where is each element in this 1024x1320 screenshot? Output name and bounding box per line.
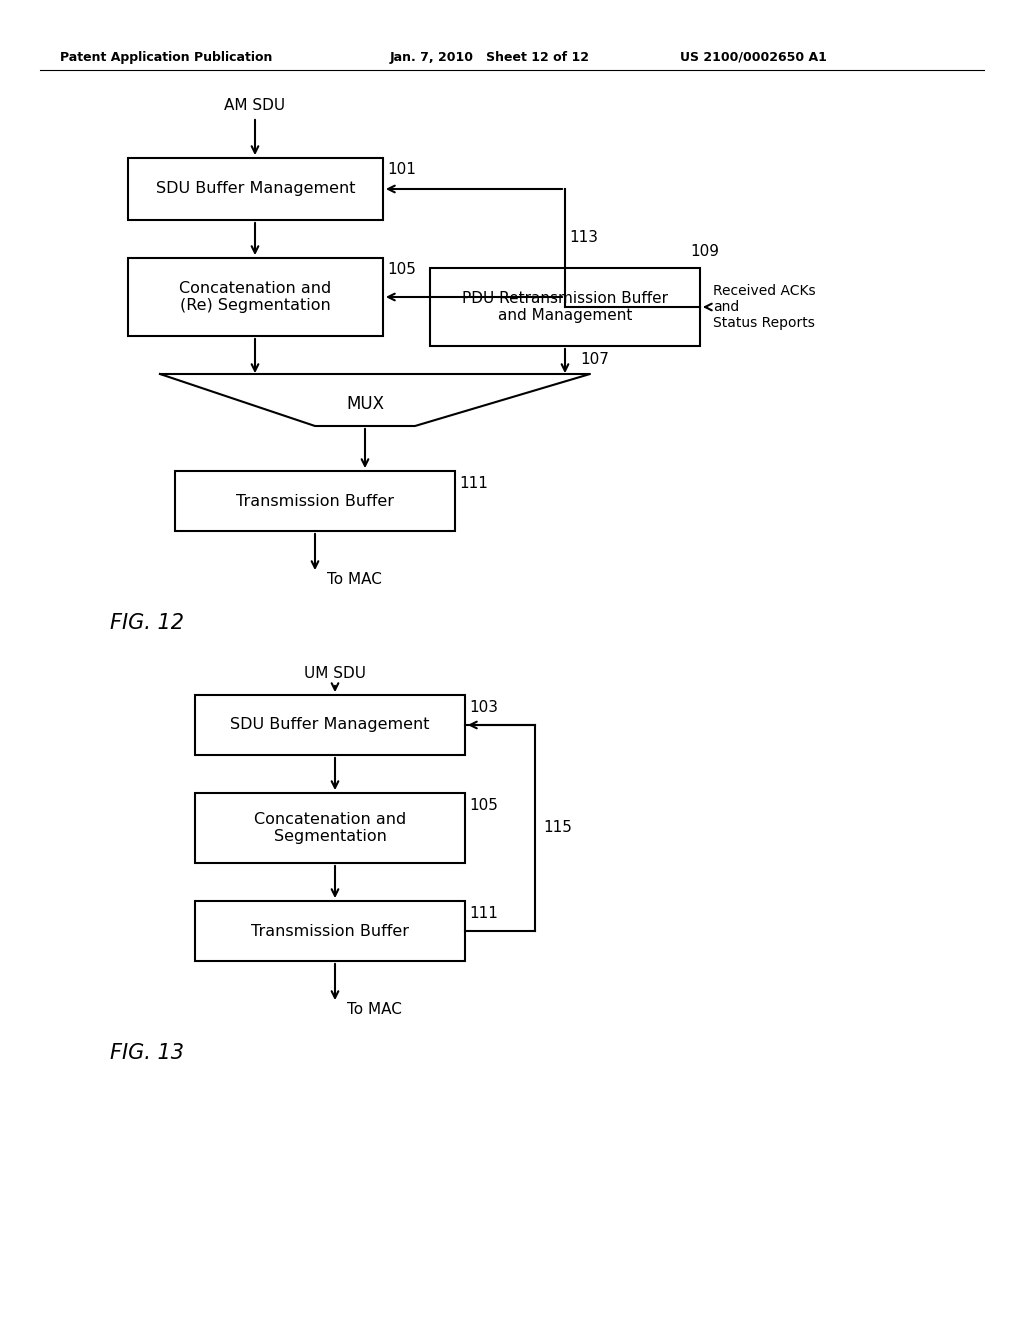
Text: PDU Retransmission Buffer
and Management: PDU Retransmission Buffer and Management	[462, 290, 668, 323]
Bar	[195, 793, 465, 863]
Text: UM SDU: UM SDU	[304, 665, 366, 681]
Text: Transmission Buffer: Transmission Buffer	[236, 494, 394, 508]
Text: 105: 105	[469, 797, 498, 813]
Text: 111: 111	[469, 906, 498, 920]
Text: 101: 101	[387, 162, 416, 177]
Text: Patent Application Publication: Patent Application Publication	[60, 50, 272, 63]
Text: 113: 113	[569, 231, 598, 246]
Text: Concatenation and
(Re) Segmentation: Concatenation and (Re) Segmentation	[179, 281, 332, 313]
Text: AM SDU: AM SDU	[224, 98, 286, 112]
Text: MUX: MUX	[346, 395, 384, 413]
Text: Concatenation and
Segmentation: Concatenation and Segmentation	[254, 812, 407, 845]
Bar	[175, 471, 455, 531]
Text: SDU Buffer Management: SDU Buffer Management	[156, 181, 355, 197]
Text: 109: 109	[690, 244, 719, 260]
Text: 115: 115	[543, 821, 571, 836]
Text: SDU Buffer Management: SDU Buffer Management	[230, 718, 430, 733]
Text: 105: 105	[387, 263, 416, 277]
Bar	[195, 696, 465, 755]
Bar	[195, 902, 465, 961]
Text: 107: 107	[580, 352, 609, 367]
Text: To MAC: To MAC	[347, 1002, 401, 1016]
Text: 111: 111	[459, 475, 487, 491]
Text: FIG. 12: FIG. 12	[110, 612, 184, 634]
Text: 103: 103	[469, 700, 498, 714]
Text: Jan. 7, 2010   Sheet 12 of 12: Jan. 7, 2010 Sheet 12 of 12	[390, 50, 590, 63]
Text: To MAC: To MAC	[327, 572, 382, 586]
Text: FIG. 13: FIG. 13	[110, 1043, 184, 1063]
Bar	[128, 257, 383, 337]
Text: US 2100/0002650 A1: US 2100/0002650 A1	[680, 50, 826, 63]
Bar	[128, 158, 383, 220]
Text: Transmission Buffer: Transmission Buffer	[251, 924, 409, 939]
Bar	[430, 268, 700, 346]
Text: Received ACKs
and
Status Reports: Received ACKs and Status Reports	[713, 284, 816, 330]
